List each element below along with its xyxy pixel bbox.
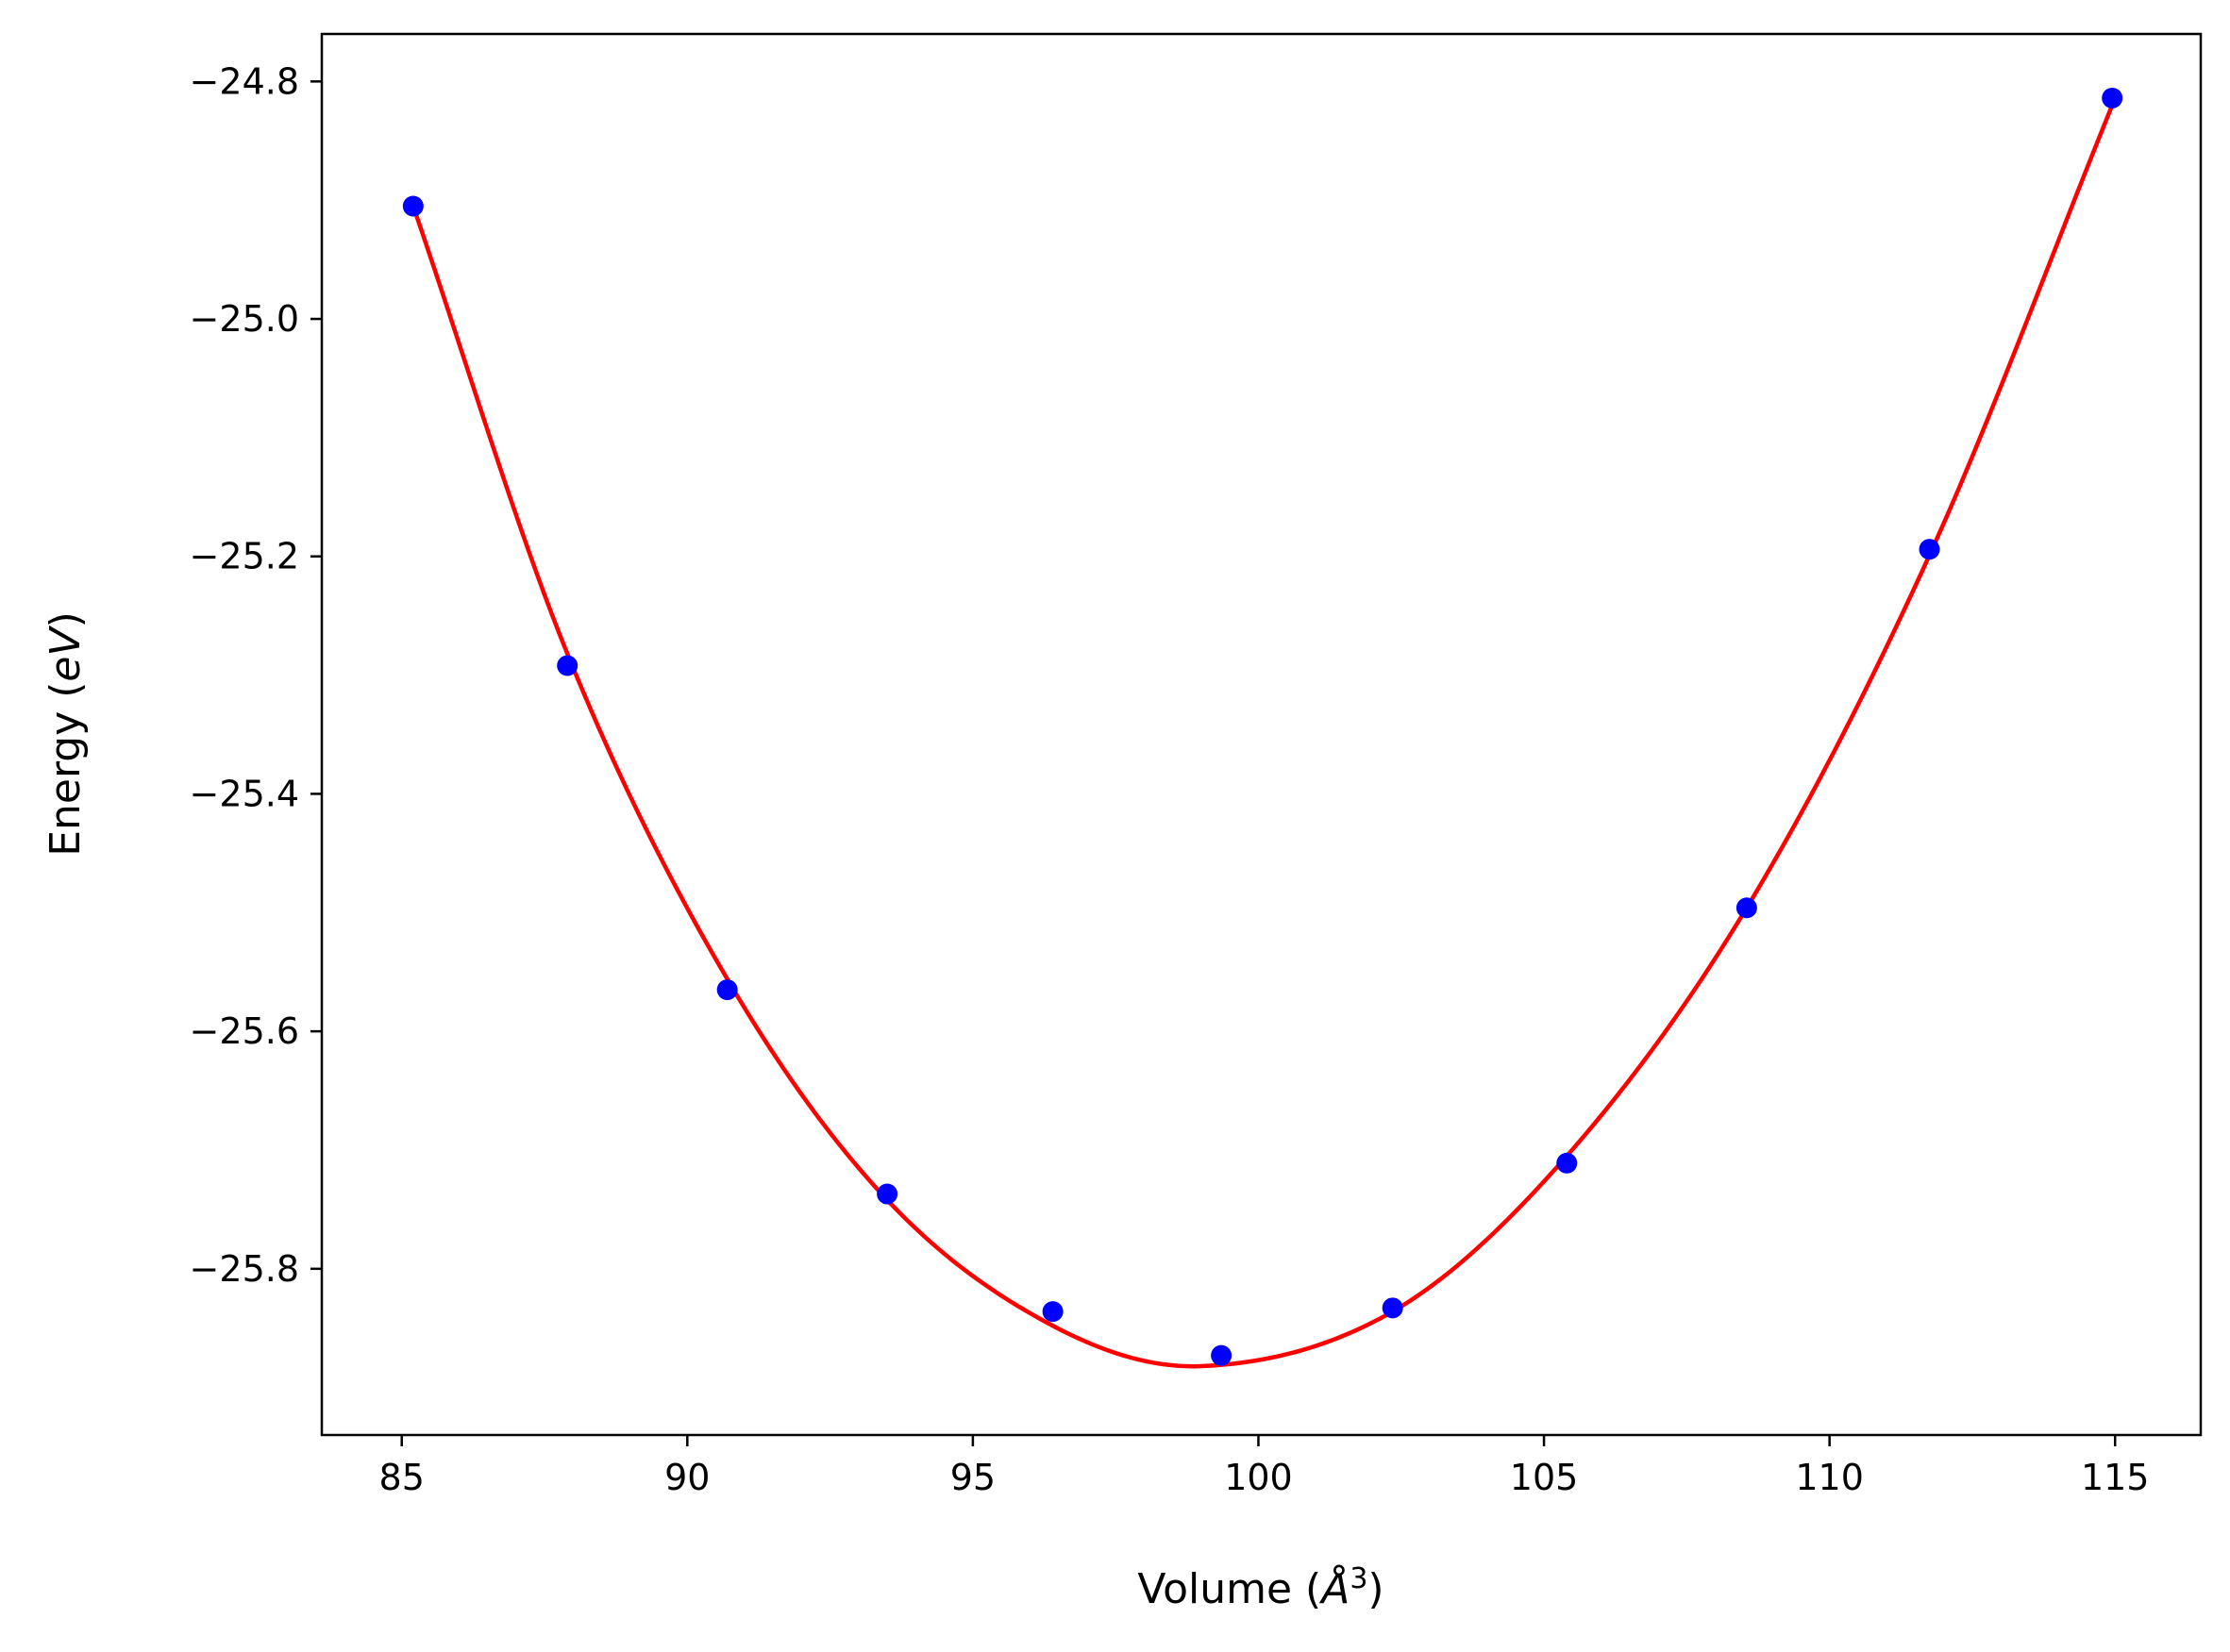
data-point [877, 1183, 898, 1205]
fit-curve-layer [411, 103, 2115, 1369]
y-tick-label: −24.8 [190, 60, 299, 102]
x-tick-label: 100 [1224, 1457, 1293, 1498]
data-point [1042, 1301, 1064, 1323]
y-axis-ticks: −24.8 −25.0 −25.2 −25.4 −25.6 −25.8 [190, 60, 322, 1290]
data-point [402, 195, 424, 217]
x-tick-label: 115 [2081, 1457, 2150, 1498]
data-points-layer [402, 87, 2123, 1366]
plot-area [322, 34, 2201, 1435]
data-point [716, 979, 738, 1001]
y-tick-label: −25.2 [190, 536, 299, 577]
data-point [557, 655, 578, 676]
x-tick-label: 90 [664, 1457, 710, 1498]
fit-curve [411, 103, 2115, 1369]
x-tick-label: 95 [950, 1457, 996, 1498]
data-point [1382, 1297, 1403, 1319]
x-axis-ticks: 85 90 95 100 105 110 115 [379, 1435, 2150, 1498]
x-tick-label: 85 [379, 1457, 425, 1498]
y-tick-label: −25.4 [190, 773, 299, 814]
x-axis-label: Volume (Å3) [1137, 1562, 1383, 1613]
data-point [2102, 87, 2123, 108]
data-point [1919, 539, 1940, 560]
data-point [1556, 1152, 1578, 1174]
y-tick-label: −25.0 [190, 298, 299, 340]
y-tick-label: −25.8 [190, 1248, 299, 1290]
x-tick-label: 110 [1795, 1457, 1864, 1498]
x-tick-label: 105 [1510, 1457, 1579, 1498]
data-point [1735, 897, 1757, 919]
plot-frame [320, 32, 2203, 1437]
y-tick-label: −25.6 [190, 1010, 299, 1052]
y-axis-label: Energy (eV) [42, 611, 90, 857]
data-point [1211, 1344, 1232, 1366]
